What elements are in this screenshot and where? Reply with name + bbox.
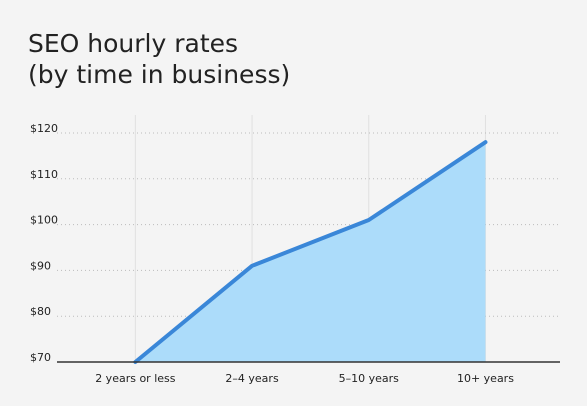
y-tick-label: $70	[30, 351, 51, 364]
y-tick-label: $80	[30, 305, 51, 318]
x-tick-label: 10+ years	[457, 372, 514, 385]
y-tick-label: $110	[30, 168, 58, 181]
x-tick-label: 2 years or less	[95, 372, 176, 385]
x-tick-label: 5–10 years	[339, 372, 400, 385]
chart-title: SEO hourly rates	[28, 29, 238, 58]
x-tick-label: 2–4 years	[225, 372, 279, 385]
chart-subtitle: (by time in business)	[28, 60, 290, 89]
line	[133, 140, 488, 364]
y-tick-label: $120	[30, 122, 58, 135]
y-tick-label: $100	[30, 214, 58, 227]
area	[135, 142, 486, 362]
y-tick-label: $90	[30, 259, 51, 272]
